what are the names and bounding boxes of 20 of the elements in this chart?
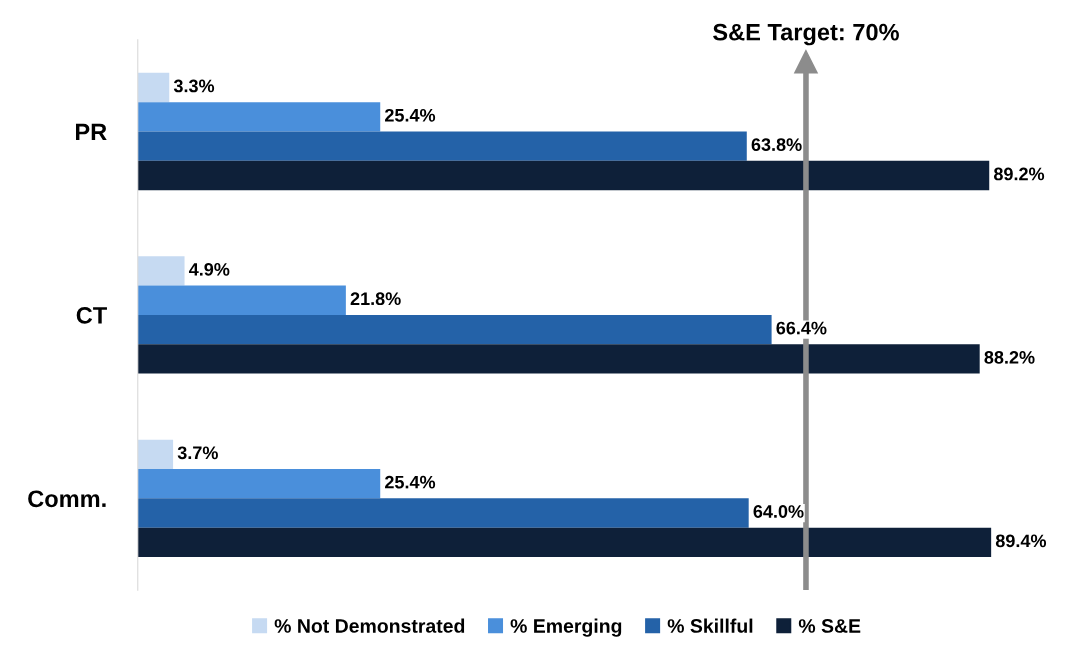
data-label: 21.8%: [350, 292, 401, 306]
data-label: 64.0%: [753, 505, 804, 518]
data-label: 63.8%: [751, 138, 802, 152]
legend-label: % S&E: [798, 619, 861, 633]
y-tick-label: PR: [75, 123, 107, 141]
data-label: 25.4%: [385, 108, 436, 122]
data-label: 25.4%: [385, 475, 436, 489]
data-label: 66.4%: [776, 321, 827, 335]
legend-label: % Skillful: [667, 618, 753, 633]
legend-label: % Emerging: [510, 618, 622, 637]
legend-label: % Not Demonstrated: [274, 618, 465, 633]
y-tick-label: CT: [76, 306, 107, 324]
data-label: 3.7%: [177, 446, 218, 460]
data-label: 89.2%: [993, 167, 1045, 181]
y-tick-label: Comm.: [28, 490, 106, 508]
data-label: 4.9%: [188, 262, 230, 276]
ref-line-label: S&E Target: 70%: [713, 23, 899, 46]
data-label: 89.4%: [995, 534, 1047, 548]
data-label: 88.2%: [984, 351, 1035, 364]
data-label: 3.3%: [173, 79, 215, 93]
